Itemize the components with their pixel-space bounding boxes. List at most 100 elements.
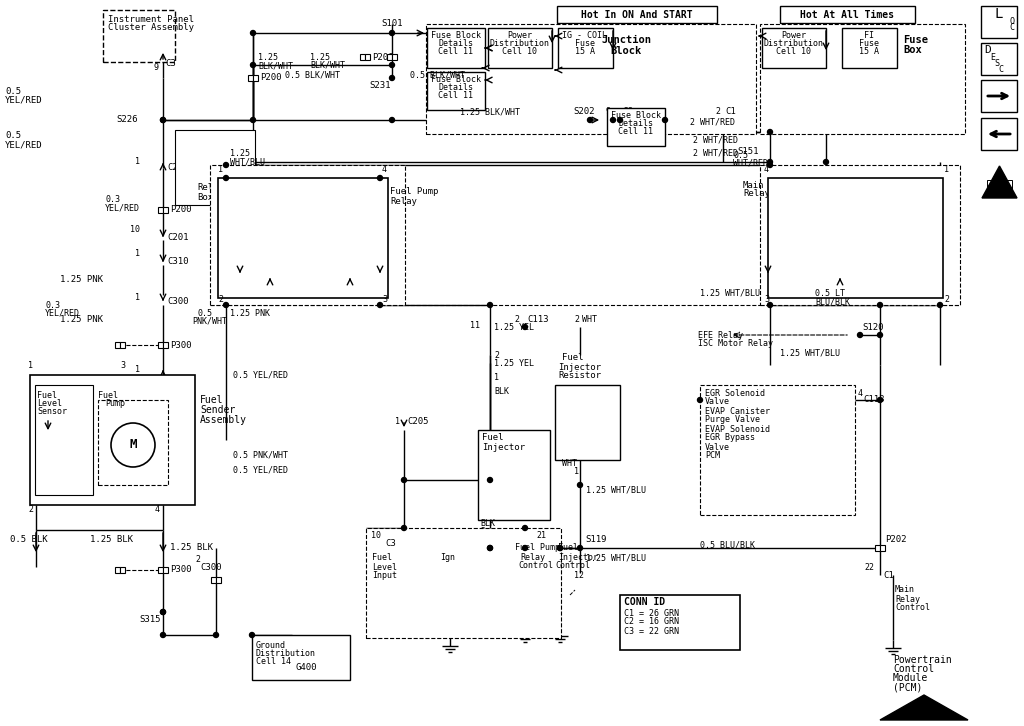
Text: 10: 10 [371, 531, 381, 540]
Text: S151: S151 [737, 147, 759, 157]
Text: Power: Power [508, 31, 532, 41]
Bar [158, 207, 163, 213]
Text: 0.5 LT: 0.5 LT [815, 288, 845, 298]
Text: 2: 2 [494, 351, 499, 359]
Bar [700, 385, 855, 515]
Text: 12: 12 [574, 571, 584, 579]
Text: C1: C1 [883, 571, 894, 579]
Text: S: S [994, 59, 999, 68]
Text: C310: C310 [167, 258, 188, 266]
Text: 11: 11 [470, 320, 480, 330]
Text: R301: R301 [990, 192, 1002, 197]
Text: 2 WHT/RED: 2 WHT/RED [690, 118, 735, 126]
Text: D: D [984, 45, 991, 55]
Text: BLU/BLK: BLU/BLK [815, 298, 850, 306]
Circle shape [161, 610, 166, 614]
Text: Resistor: Resistor [558, 372, 601, 380]
Text: Control: Control [893, 664, 934, 674]
Text: C3: C3 [385, 539, 395, 549]
Text: Assembly: Assembly [200, 415, 247, 425]
Text: 0.5 PNK/WHT: 0.5 PNK/WHT [233, 451, 288, 460]
Text: 1.25 YEL: 1.25 YEL [494, 322, 534, 332]
Bar [158, 567, 163, 573]
Circle shape [389, 76, 394, 81]
Circle shape [251, 30, 256, 36]
Polygon shape [982, 166, 1017, 198]
Bar [874, 545, 880, 551]
Circle shape [768, 163, 772, 168]
Text: S202: S202 [573, 107, 595, 116]
Circle shape [617, 118, 623, 123]
Text: 2: 2 [944, 295, 949, 304]
Text: 0.5 YEL/RED: 0.5 YEL/RED [233, 465, 288, 475]
Circle shape [378, 176, 383, 181]
Bar [987, 180, 1012, 192]
Text: Fuse Block: Fuse Block [431, 76, 481, 84]
Text: EVAP Solenoid: EVAP Solenoid [705, 425, 770, 433]
Text: Fuel: Fuel [372, 553, 392, 563]
Text: WHT: WHT [562, 459, 577, 468]
Text: 1: 1 [574, 468, 579, 476]
Text: YEL/RED: YEL/RED [45, 309, 80, 317]
Text: 1.25 PNK: 1.25 PNK [230, 309, 270, 317]
Text: 1.25 YEL: 1.25 YEL [494, 359, 534, 367]
Text: Level: Level [372, 563, 397, 571]
Circle shape [213, 632, 218, 637]
Text: Distribution: Distribution [764, 39, 824, 49]
Text: 9: 9 [605, 107, 610, 116]
Text: 1.25 WHT/BLU: 1.25 WHT/BLU [780, 348, 840, 357]
Bar [218, 178, 388, 298]
Bar [760, 165, 961, 305]
Text: Pump: Pump [105, 399, 125, 407]
Circle shape [487, 545, 493, 550]
Circle shape [878, 303, 883, 308]
Circle shape [161, 610, 166, 614]
Text: BLK: BLK [480, 518, 495, 528]
Text: 1.25 PNK: 1.25 PNK [60, 316, 103, 325]
Circle shape [610, 118, 615, 123]
Text: Cell 10: Cell 10 [503, 47, 538, 57]
Text: 1.25 WHT/BLU: 1.25 WHT/BLU [586, 486, 646, 494]
Text: 1.25 PNK: 1.25 PNK [60, 275, 103, 285]
Bar [252, 635, 350, 680]
Text: O: O [1009, 17, 1014, 25]
Circle shape [389, 118, 394, 123]
Bar [163, 207, 168, 213]
Text: 3: 3 [120, 362, 125, 370]
Circle shape [161, 118, 166, 123]
Text: C203: C203 [167, 163, 188, 173]
Circle shape [250, 632, 255, 637]
Circle shape [522, 545, 527, 550]
Text: P200: P200 [170, 205, 191, 214]
Circle shape [557, 545, 562, 550]
Circle shape [768, 303, 772, 308]
Text: S101: S101 [381, 20, 402, 28]
Text: 1: 1 [135, 250, 140, 258]
Text: YEL/RED: YEL/RED [5, 96, 43, 105]
Text: 0.5 YEL/RED: 0.5 YEL/RED [233, 370, 288, 380]
Text: 12: 12 [480, 563, 490, 571]
Circle shape [697, 398, 702, 402]
Text: 4: 4 [155, 505, 160, 515]
Circle shape [768, 129, 772, 134]
Text: Relay: Relay [197, 184, 224, 192]
Text: 22: 22 [864, 563, 874, 571]
Bar [360, 54, 365, 60]
Bar [163, 567, 168, 573]
Text: 2 WHT/RED: 2 WHT/RED [693, 136, 738, 144]
Bar [216, 577, 221, 583]
Text: C6: C6 [622, 107, 633, 116]
Text: WHT: WHT [582, 314, 597, 324]
Text: Fuel: Fuel [98, 391, 118, 399]
Text: Relay: Relay [390, 197, 417, 205]
Bar [620, 595, 740, 650]
Bar [163, 342, 168, 348]
Text: 2 WHT/RED: 2 WHT/RED [693, 149, 738, 158]
Text: Injector: Injector [558, 362, 601, 372]
Circle shape [557, 545, 562, 550]
Text: Fuel: Fuel [37, 391, 57, 399]
Text: Ground: Ground [256, 640, 286, 650]
Text: 1.25 BLK: 1.25 BLK [90, 536, 133, 544]
Bar [366, 528, 561, 638]
Text: Ign: Ign [440, 553, 455, 563]
